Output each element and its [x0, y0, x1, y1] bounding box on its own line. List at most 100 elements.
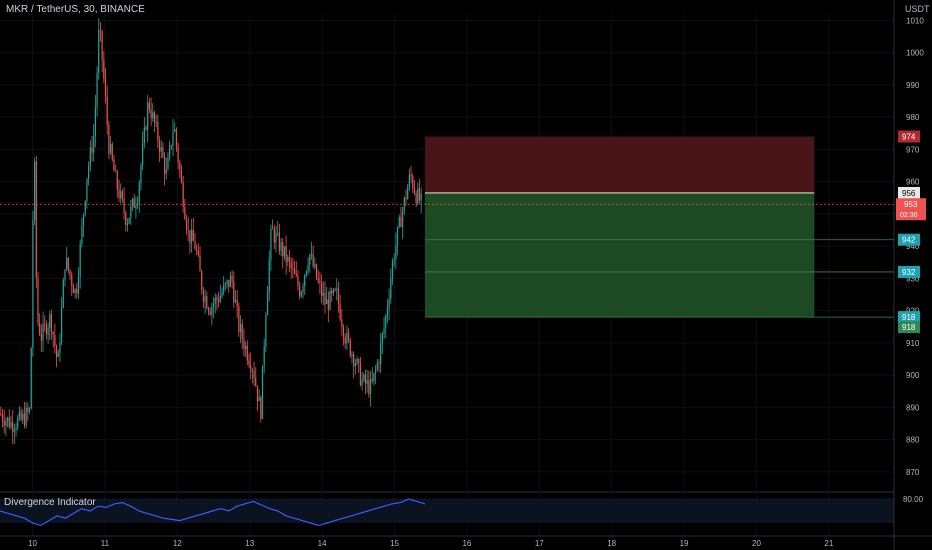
candle-body [155, 122, 157, 123]
candle-body [37, 277, 39, 323]
candle-body [115, 171, 117, 172]
position-tool[interactable] [424, 136, 894, 318]
candle-body [49, 314, 51, 328]
candle-body [412, 176, 414, 189]
candle-body [23, 413, 26, 426]
candle-body [206, 296, 208, 309]
candle-body [356, 359, 358, 364]
y-tick-label: 910 [906, 339, 920, 348]
candle-body [182, 182, 184, 207]
candle-body [184, 206, 186, 219]
candle-body [118, 189, 120, 199]
candle-body [417, 188, 419, 204]
time-axis[interactable]: 10 11 12 13 14 15 16 17 18 19 20 21 [0, 535, 932, 548]
candle-body [295, 273, 297, 276]
candle-body [268, 259, 270, 293]
candle-body [408, 174, 410, 188]
candle-countdown-label: 02:30 [900, 212, 918, 219]
candle-body [359, 362, 362, 386]
candle-body [420, 193, 422, 201]
candle-body [72, 285, 75, 294]
candle-body [55, 345, 58, 357]
candle-body [54, 334, 56, 346]
candle-body [277, 232, 279, 234]
candle-body [326, 299, 328, 305]
candle-body [402, 210, 404, 228]
candle-body [15, 427, 17, 430]
candle-body [153, 112, 156, 123]
y-tick-label: 970 [906, 145, 920, 154]
candle-body [405, 197, 407, 200]
candle-body [8, 417, 10, 428]
candle-body [224, 283, 226, 285]
candle-body [314, 264, 316, 267]
candle-body [192, 229, 194, 241]
level-1-label: 942 [902, 236, 916, 245]
candle-body [147, 102, 149, 130]
candle-body [77, 276, 80, 294]
candle-body [201, 271, 203, 291]
candle-body [250, 364, 252, 372]
candle-body [297, 275, 299, 287]
candle-body [64, 269, 66, 280]
candle-body [322, 292, 324, 296]
candle-body [47, 327, 49, 336]
candle-body [342, 326, 345, 338]
level-1-label-bg [898, 233, 920, 246]
candle-body [143, 127, 145, 144]
candle-body [211, 306, 213, 315]
candle-body [196, 248, 198, 252]
candle-body [218, 299, 220, 302]
candle-body [260, 397, 262, 419]
x-tick-label: 18 [607, 539, 616, 548]
candle-body [187, 229, 189, 231]
x-tick-label: 20 [752, 539, 761, 548]
candle-body [388, 298, 390, 309]
candle-body [266, 292, 269, 316]
candle-body [241, 324, 243, 339]
candle-body [363, 374, 365, 381]
y-tick-label: 1000 [906, 49, 924, 58]
candle-body [28, 408, 31, 412]
x-tick-label: 11 [101, 539, 110, 548]
candle-body [251, 370, 253, 372]
candle-body [89, 147, 91, 167]
candle-body [88, 166, 90, 179]
x-tick-label: 21 [824, 539, 833, 548]
candle-body [376, 362, 378, 370]
entry-price-label: 956 [902, 189, 916, 198]
candle-body [93, 135, 95, 153]
candle-body [246, 346, 248, 361]
candle-body [140, 165, 142, 183]
candle-body [341, 319, 343, 327]
candle-body [292, 268, 294, 270]
candle-body [1, 414, 4, 422]
candle-body [300, 292, 302, 297]
candle-body [369, 379, 372, 395]
candle-body [204, 296, 206, 302]
candle-body [398, 216, 400, 227]
y-tick-label: 880 [906, 436, 920, 445]
candle-body [239, 324, 242, 332]
target-price-label-bg [898, 311, 920, 324]
candle-body [10, 422, 12, 428]
candle-body [175, 129, 178, 146]
candle-body [312, 254, 314, 267]
candle-body [358, 359, 360, 363]
candle-body [202, 290, 205, 302]
candle-body [180, 170, 183, 183]
candle-body [44, 323, 46, 325]
candle-body [304, 275, 306, 287]
candle-body [125, 212, 127, 226]
take-profit-zone [424, 192, 815, 318]
candle-body [337, 288, 340, 305]
candle-body [22, 413, 24, 420]
candle-body [6, 417, 9, 421]
candle-body [167, 157, 169, 170]
indicator-line [0, 498, 426, 527]
candle-body [324, 292, 326, 305]
candle-body [371, 379, 373, 382]
candle-body [223, 284, 225, 293]
candle-body [135, 205, 137, 208]
